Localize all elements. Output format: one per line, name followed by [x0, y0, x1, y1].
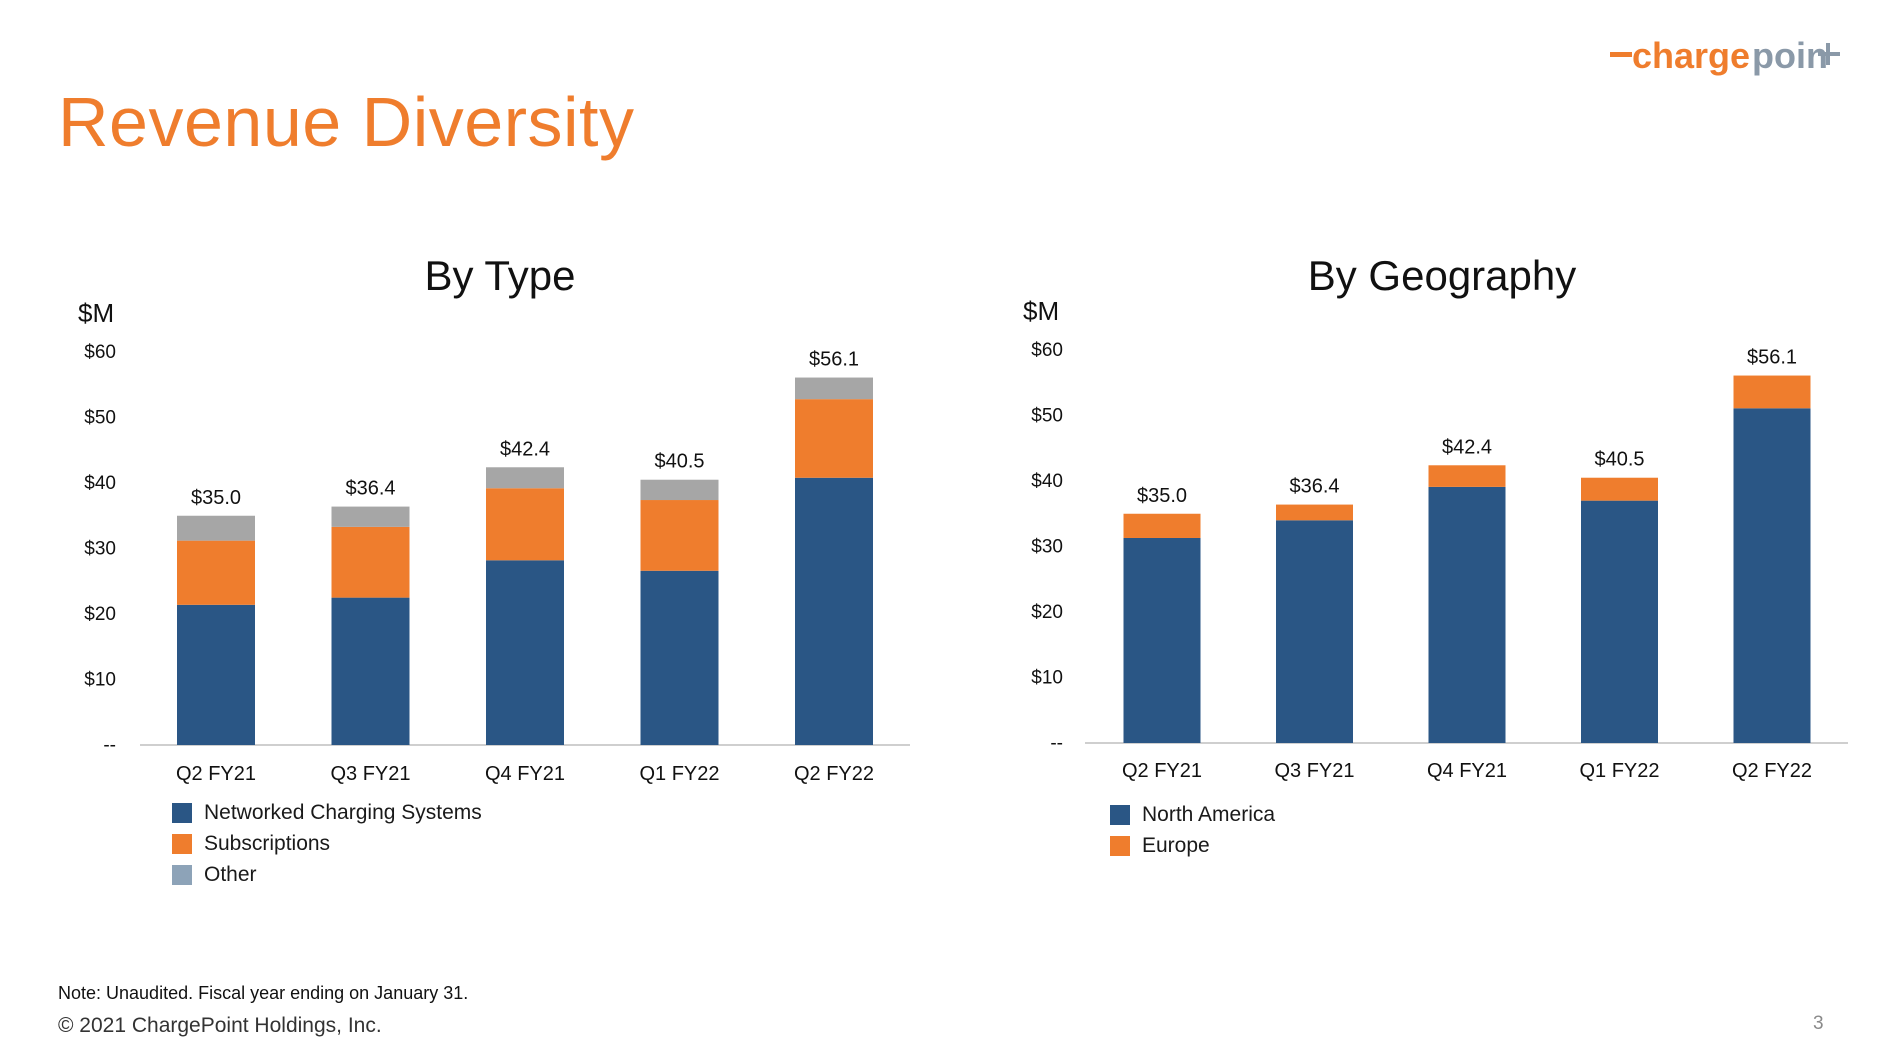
legend-label: North America	[1142, 802, 1276, 826]
y-tick-label: $10	[84, 670, 116, 691]
bar-segment-networked-charging-systems	[486, 560, 564, 745]
x-tick-label: Q2 FY21	[176, 763, 256, 785]
bar-segment-north-america	[1428, 486, 1506, 743]
legend-swatch-navy	[172, 802, 192, 823]
svg-text:poin: poin	[1752, 35, 1828, 76]
legend-item-networked-charging-systems: Networked Charging Systems	[172, 797, 482, 828]
bar-segment-north-america	[1733, 408, 1811, 743]
y-tick-label: --	[1050, 733, 1063, 754]
legend-swatch-orange	[172, 833, 192, 854]
x-tick-label: Q1 FY22	[1579, 760, 1659, 782]
y-tick-label: $60	[1031, 340, 1063, 361]
bar-segment-networked-charging-systems	[177, 604, 255, 745]
legend-item-subscriptions: Subscriptions	[172, 828, 482, 859]
legend-label: Europe	[1142, 833, 1210, 857]
y-tick-label: $30	[1031, 537, 1063, 558]
page-number: 3	[1813, 1013, 1824, 1034]
y-axis-unit-label: $M	[1023, 296, 1059, 326]
bar-total-label: $56.1	[809, 349, 859, 371]
bar-total-label: $35.0	[191, 487, 241, 509]
legend-label: Subscriptions	[204, 831, 331, 855]
bar-segment-networked-charging-systems	[331, 597, 410, 745]
y-tick-label: $20	[1031, 602, 1063, 623]
bar-total-label: $35.0	[1137, 485, 1187, 507]
bar-segment-europe	[1733, 375, 1811, 409]
y-tick-label: $20	[84, 604, 116, 625]
bar-segment-europe	[1428, 465, 1506, 487]
bar-segment-north-america	[1581, 500, 1658, 743]
legend-item-north-america: North America	[1110, 799, 1275, 830]
y-tick-label: $10	[1031, 668, 1063, 689]
y-tick-label: $60	[84, 342, 116, 363]
legend-label: Other	[204, 862, 257, 886]
x-tick-label: Q1 FY22	[639, 763, 719, 785]
bar-segment-subscriptions	[486, 488, 564, 561]
bar-segment-other	[795, 377, 873, 400]
x-tick-label: Q4 FY21	[1427, 760, 1507, 782]
bar-segment-other	[640, 479, 719, 501]
bar-segment-europe	[1581, 477, 1658, 501]
chart-title: By Geography	[1308, 252, 1577, 299]
legend-label: Networked Charging Systems	[204, 800, 482, 824]
x-tick-label: Q2 FY22	[794, 763, 874, 785]
bar-segment-europe	[1123, 513, 1201, 538]
bar-total-label: $42.4	[1442, 436, 1492, 458]
bar-segment-other	[177, 515, 255, 541]
bar-total-label: $36.4	[345, 478, 395, 500]
bar-total-label: $40.5	[654, 451, 704, 473]
bar-segment-europe	[1276, 504, 1353, 521]
x-tick-label: Q4 FY21	[485, 763, 565, 785]
copyright: © 2021 ChargePoint Holdings, Inc.	[58, 1014, 382, 1037]
y-tick-label: $30	[84, 539, 116, 560]
svg-text:charge: charge	[1632, 35, 1750, 76]
bar-segment-subscriptions	[640, 500, 719, 571]
bar-total-label: $42.4	[500, 438, 550, 460]
x-tick-label: Q2 FY21	[1122, 760, 1202, 782]
chargepoint-logo: charge poin	[1610, 35, 1840, 76]
bar-segment-networked-charging-systems	[640, 570, 719, 745]
bar-total-label: $36.4	[1289, 476, 1339, 498]
legend-by-geography: North America Europe	[1110, 799, 1275, 861]
bar-total-label: $56.1	[1747, 347, 1797, 369]
y-axis-unit-label: $M	[78, 298, 114, 328]
page-title: Revenue Diversity	[58, 83, 635, 161]
y-tick-label: --	[103, 735, 116, 756]
bar-segment-north-america	[1123, 537, 1201, 743]
legend-by-type: Networked Charging Systems Subscriptions…	[172, 797, 482, 890]
bar-segment-other	[331, 506, 410, 527]
bar-segment-subscriptions	[177, 540, 255, 605]
legend-swatch-navy	[1110, 804, 1130, 825]
bar-segment-subscriptions	[331, 526, 410, 598]
legend-swatch-gray	[172, 864, 192, 885]
legend-swatch-orange	[1110, 835, 1130, 856]
y-tick-label: $50	[84, 408, 116, 429]
y-tick-label: $50	[1031, 406, 1063, 427]
x-tick-label: Q2 FY22	[1732, 760, 1812, 782]
x-tick-label: Q3 FY21	[1274, 760, 1354, 782]
legend-item-other: Other	[172, 859, 482, 890]
x-tick-label: Q3 FY21	[330, 763, 410, 785]
chart-title: By Type	[425, 252, 576, 299]
bar-segment-networked-charging-systems	[795, 477, 873, 745]
bar-segment-other	[486, 467, 564, 489]
bar-segment-north-america	[1276, 520, 1353, 743]
legend-item-europe: Europe	[1110, 830, 1275, 861]
footnote: Note: Unaudited. Fiscal year ending on J…	[58, 983, 469, 1003]
y-tick-label: $40	[1031, 471, 1063, 492]
y-tick-label: $40	[84, 473, 116, 494]
bar-total-label: $40.5	[1594, 449, 1644, 471]
bar-segment-subscriptions	[795, 399, 873, 478]
